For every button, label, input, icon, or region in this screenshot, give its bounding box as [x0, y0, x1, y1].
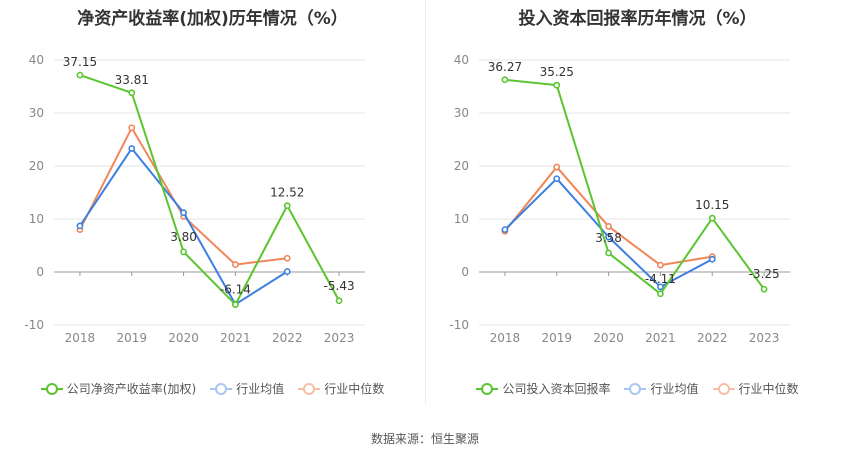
- legend-item-company[interactable]: 公司净资产收益率(加权): [40, 380, 197, 397]
- data-point: [501, 76, 509, 84]
- data-label: 3.58: [595, 231, 622, 245]
- x-tick-label: 2019: [116, 331, 147, 345]
- data-point: [553, 81, 561, 89]
- chart-panel-roic: 投入资本回报率历年情况（%） -10 0 10 20 30 40 2018 2019 2020 2…: [425, 0, 850, 420]
- data-point: [180, 248, 187, 256]
- data-point: [335, 297, 343, 305]
- legend-marker-icon: [298, 382, 321, 395]
- data-label: 35.25: [540, 65, 574, 79]
- data-point: [605, 223, 612, 230]
- series-line: [504, 78, 765, 295]
- x-tick-label: 2018: [490, 331, 521, 345]
- line-chart-roic: -10 0 10 20 30 40 2018 2019 2020 2021 2022 2023 36.2…: [449, 53, 790, 345]
- data-label: 3.80: [170, 230, 197, 244]
- y-tick-label: 10: [29, 212, 44, 226]
- line-chart-roe: -10 0 10 20 30 40 2018 2019 2020 2021 2022 2023 37.1…: [24, 53, 365, 345]
- data-point: [180, 209, 187, 217]
- legend-label: 公司净资产收益率(加权): [66, 382, 197, 396]
- series-line: [79, 126, 288, 266]
- legend-label: 行业中位数: [324, 382, 385, 396]
- x-tick-label: 2018: [65, 331, 96, 345]
- data-label: -4.11: [645, 272, 676, 286]
- y-tick-label: 10: [454, 212, 469, 226]
- chart-title: 投入资本回报率历年情况（%）: [518, 9, 757, 29]
- legend-item-industry-mean[interactable]: 行业均值: [624, 380, 699, 397]
- data-point: [128, 89, 136, 97]
- chart-panel-roe: 净资产收益率(加权)历年情况（%） -10 0 10 20 30 40 2018 2019 20…: [0, 0, 425, 420]
- x-tick-label: 2020: [593, 331, 624, 345]
- data-label: -3.25: [749, 267, 780, 281]
- data-point: [657, 283, 664, 291]
- chart-legend: 公司投入资本回报率 行业均值 行业中位数: [425, 380, 850, 397]
- data-point: [501, 226, 509, 233]
- legend-item-industry-mean[interactable]: 行业均值: [210, 380, 284, 397]
- x-tick-label: 2020: [168, 331, 199, 345]
- y-tick-label: 30: [454, 106, 469, 120]
- data-point: [605, 233, 612, 241]
- data-point: [76, 222, 84, 230]
- chart-title: 净资产收益率(加权)历年情况（%）: [77, 9, 348, 29]
- legend-label: 公司投入资本回报率: [502, 382, 611, 396]
- x-tick-label: 2021: [220, 331, 251, 345]
- data-label: 33.81: [115, 73, 149, 87]
- data-point: [128, 124, 136, 132]
- panel-divider: [425, 0, 426, 405]
- data-point: [232, 301, 239, 308]
- x-tick-label: 2022: [272, 331, 303, 345]
- legend-marker-icon: [40, 382, 63, 395]
- legend-item-industry-median[interactable]: 行业中位数: [298, 380, 384, 397]
- data-label: -5.43: [324, 279, 355, 293]
- data-point: [76, 71, 84, 79]
- legend-marker-icon: [712, 382, 735, 395]
- data-point: [657, 261, 664, 269]
- legend-marker-icon: [624, 382, 647, 395]
- data-point: [232, 261, 239, 268]
- legend-marker-icon: [476, 382, 499, 395]
- series-line: [79, 74, 340, 306]
- data-point: [760, 285, 768, 293]
- data-point: [657, 290, 664, 298]
- y-tick-label: -10: [449, 318, 469, 332]
- legend-label: 行业均值: [650, 382, 699, 396]
- legend-label: 行业均值: [236, 382, 285, 396]
- data-point: [283, 202, 291, 210]
- y-tick-label: 40: [29, 53, 44, 67]
- x-tick-label: 2021: [645, 331, 676, 345]
- data-label: 36.27: [488, 60, 522, 74]
- y-tick-label: 40: [454, 53, 469, 67]
- x-tick-label: 2019: [541, 331, 572, 345]
- x-tick-label: 2023: [324, 331, 355, 345]
- y-tick-label: -10: [24, 318, 44, 332]
- data-label: 12.52: [270, 186, 304, 200]
- x-tick-label: 2022: [697, 331, 728, 345]
- data-point: [283, 254, 291, 262]
- data-point: [553, 163, 561, 171]
- data-point: [553, 175, 561, 183]
- data-point: [283, 268, 291, 275]
- data-point: [128, 145, 136, 152]
- data-label: -6.14: [220, 283, 251, 297]
- data-source-note: 数据来源：恒生聚源: [370, 432, 479, 446]
- data-label: 37.15: [63, 55, 97, 69]
- legend-label: 行业中位数: [738, 382, 799, 396]
- chart-legend: 公司净资产收益率(加权) 行业均值 行业中位数: [0, 380, 425, 397]
- x-tick-label: 2023: [749, 331, 780, 345]
- y-tick-label: 30: [29, 106, 44, 120]
- legend-marker-icon: [210, 382, 233, 395]
- legend-item-industry-median[interactable]: 行业中位数: [712, 380, 799, 397]
- data-point: [605, 249, 612, 257]
- series-line: [79, 147, 288, 306]
- y-tick-label: 20: [29, 159, 44, 173]
- y-tick-label: 0: [36, 265, 44, 279]
- y-tick-label: 0: [461, 265, 469, 279]
- data-point: [708, 255, 716, 263]
- y-tick-label: 20: [454, 159, 469, 173]
- legend-item-company[interactable]: 公司投入资本回报率: [476, 380, 610, 397]
- data-label: 10.15: [695, 198, 729, 212]
- data-point: [708, 214, 716, 222]
